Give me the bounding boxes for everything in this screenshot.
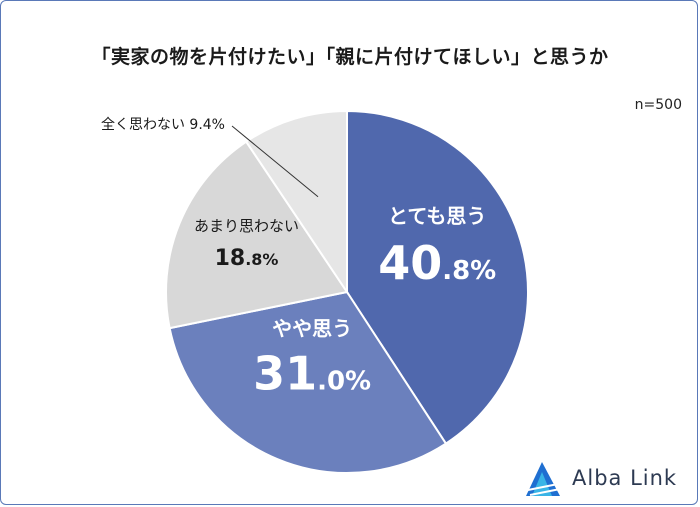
pie-slice-2 [168, 290, 448, 474]
slice-label-1: とても思う [388, 204, 486, 228]
alba-link-logo-text: Alba Link [572, 466, 678, 490]
alba-link-logo: Alba Link [522, 460, 692, 500]
sample-size-label: n=500 [634, 97, 682, 113]
slice-label-2: やや思う [272, 317, 352, 341]
pie-slice-3 [165, 140, 349, 330]
alba-link-logo-mark-icon [526, 462, 561, 496]
slice-value-1: 40.8% [378, 236, 496, 290]
slice-value-3: 18.8% [215, 246, 279, 271]
slice-label-3: あまり思わない [194, 217, 299, 235]
slice-label-4: 全く思わない 9.4% [101, 116, 225, 133]
chart-title: 「実家の物を片付けたい」「親に片付けてほしい」と思うか [91, 46, 609, 68]
slice-4-leader-line [231, 125, 319, 198]
slice-value-2: 31.0% [253, 347, 371, 401]
